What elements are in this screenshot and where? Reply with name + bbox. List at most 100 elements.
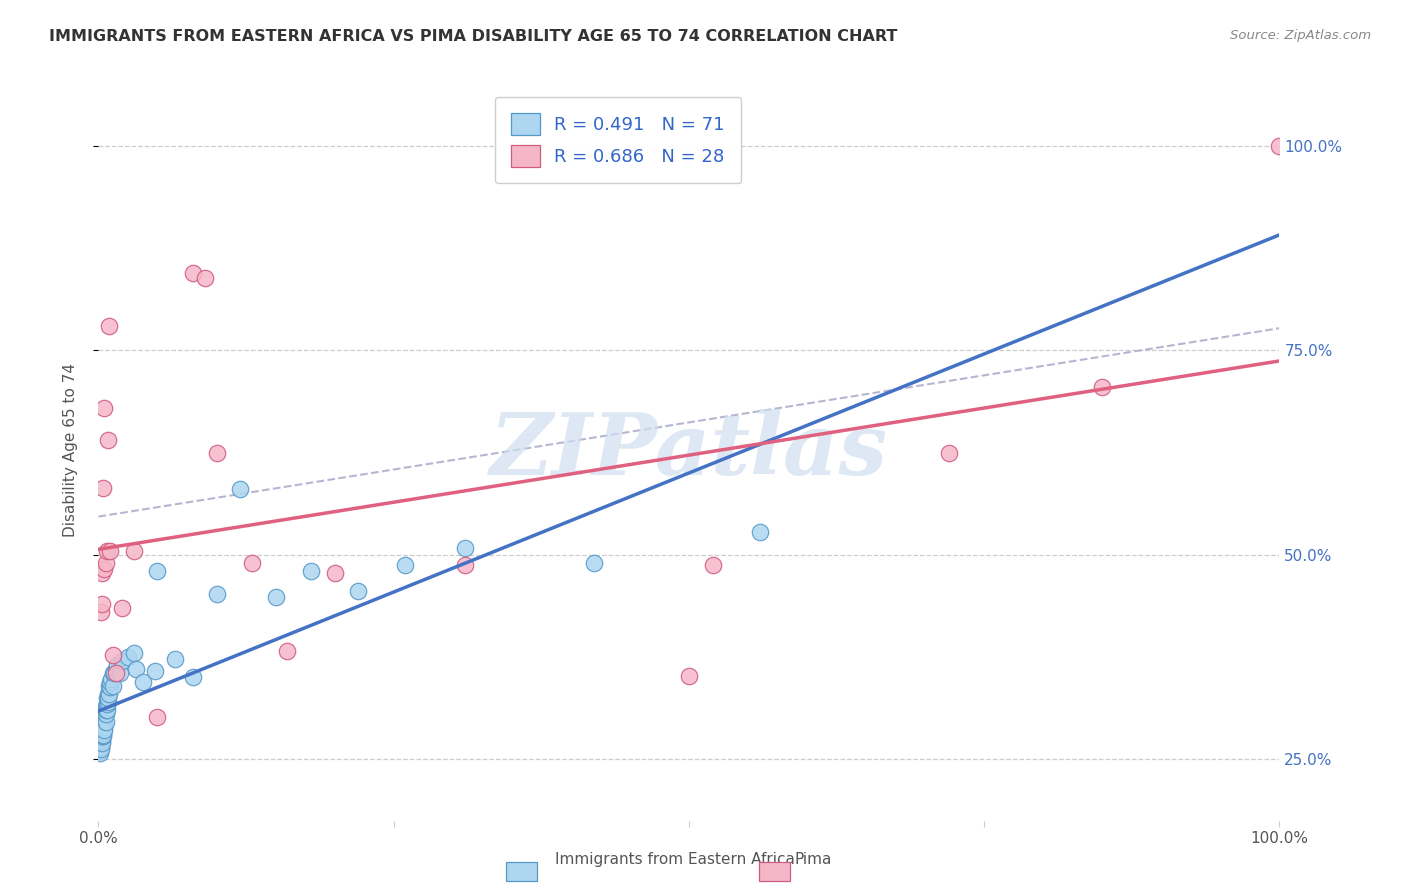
Point xyxy=(91,714,114,729)
Point xyxy=(101,666,124,681)
Point xyxy=(229,483,252,497)
Point xyxy=(264,591,287,605)
Point xyxy=(89,744,111,758)
Point xyxy=(90,728,112,742)
Point xyxy=(91,734,114,748)
Point xyxy=(122,543,145,558)
Point xyxy=(94,556,117,570)
Point xyxy=(205,587,228,601)
Point xyxy=(91,597,114,611)
Point xyxy=(240,556,263,570)
Point xyxy=(194,271,217,285)
Point xyxy=(94,703,117,717)
Point xyxy=(98,674,121,689)
Point xyxy=(91,736,114,750)
Point xyxy=(91,726,114,740)
Point xyxy=(90,742,112,756)
Point xyxy=(205,445,228,459)
Point xyxy=(94,699,117,714)
Point xyxy=(702,558,724,572)
Point xyxy=(93,715,115,730)
Point xyxy=(678,669,700,683)
Text: Immigrants from Eastern Africa: Immigrants from Eastern Africa xyxy=(555,852,796,867)
Point xyxy=(93,711,115,725)
Point xyxy=(394,558,416,572)
Point xyxy=(181,266,204,280)
Point xyxy=(91,566,114,580)
Point xyxy=(91,726,114,740)
Point xyxy=(146,564,169,578)
Point xyxy=(89,739,111,754)
Point xyxy=(98,681,121,695)
Point xyxy=(89,742,111,756)
Point xyxy=(97,687,120,701)
Point xyxy=(91,730,114,744)
Point xyxy=(143,664,166,678)
Point xyxy=(91,720,114,734)
Point xyxy=(111,601,134,615)
Point xyxy=(1268,138,1291,153)
Y-axis label: Disability Age 65 to 74: Disability Age 65 to 74 xyxy=(63,363,77,538)
Point xyxy=(453,541,475,556)
Point xyxy=(101,679,124,693)
Point xyxy=(91,723,114,738)
Point xyxy=(276,644,298,658)
Point xyxy=(93,723,115,737)
Point xyxy=(93,401,115,415)
Point xyxy=(1091,380,1114,394)
Point xyxy=(111,654,134,668)
Point xyxy=(93,562,115,576)
Point xyxy=(100,672,122,686)
Legend: R = 0.491   N = 71, R = 0.686   N = 28: R = 0.491 N = 71, R = 0.686 N = 28 xyxy=(495,96,741,183)
Point xyxy=(89,738,111,752)
Point xyxy=(125,662,148,676)
Point xyxy=(93,705,115,719)
Point xyxy=(347,583,370,598)
Point xyxy=(181,671,204,685)
Point xyxy=(91,730,114,744)
Point xyxy=(91,731,114,745)
Point xyxy=(105,666,128,681)
Point xyxy=(90,730,112,744)
Point xyxy=(132,674,155,689)
Point xyxy=(583,556,606,570)
Point xyxy=(98,543,121,558)
Point xyxy=(98,679,121,693)
Point xyxy=(91,481,114,495)
Point xyxy=(748,524,770,539)
Point xyxy=(90,738,112,752)
Text: Pima: Pima xyxy=(794,852,832,867)
Point xyxy=(938,445,960,459)
Point xyxy=(90,736,112,750)
Point xyxy=(117,650,139,665)
Text: IMMIGRANTS FROM EASTERN AFRICA VS PIMA DISABILITY AGE 65 TO 74 CORRELATION CHART: IMMIGRANTS FROM EASTERN AFRICA VS PIMA D… xyxy=(49,29,897,44)
Point xyxy=(93,720,115,734)
Point xyxy=(323,566,346,580)
Point xyxy=(299,564,322,578)
Text: Source: ZipAtlas.com: Source: ZipAtlas.com xyxy=(1230,29,1371,42)
Point xyxy=(96,703,118,717)
Point xyxy=(91,723,114,738)
Point xyxy=(90,605,112,619)
Point xyxy=(94,707,117,722)
Point xyxy=(89,746,111,760)
Point xyxy=(91,728,114,742)
Point xyxy=(105,658,128,673)
Point xyxy=(97,690,120,705)
Point xyxy=(97,695,120,709)
Point xyxy=(453,558,475,572)
Point xyxy=(94,715,117,730)
Point xyxy=(89,736,111,750)
Point xyxy=(105,662,128,676)
Text: ZIPatlas: ZIPatlas xyxy=(489,409,889,492)
Point xyxy=(90,739,112,754)
Point xyxy=(97,434,120,448)
Point xyxy=(96,697,118,711)
Point xyxy=(146,710,169,724)
Point xyxy=(101,648,124,662)
Point xyxy=(122,646,145,660)
Point xyxy=(89,734,111,748)
Point xyxy=(96,543,118,558)
Point xyxy=(98,687,121,701)
Point xyxy=(98,318,121,333)
